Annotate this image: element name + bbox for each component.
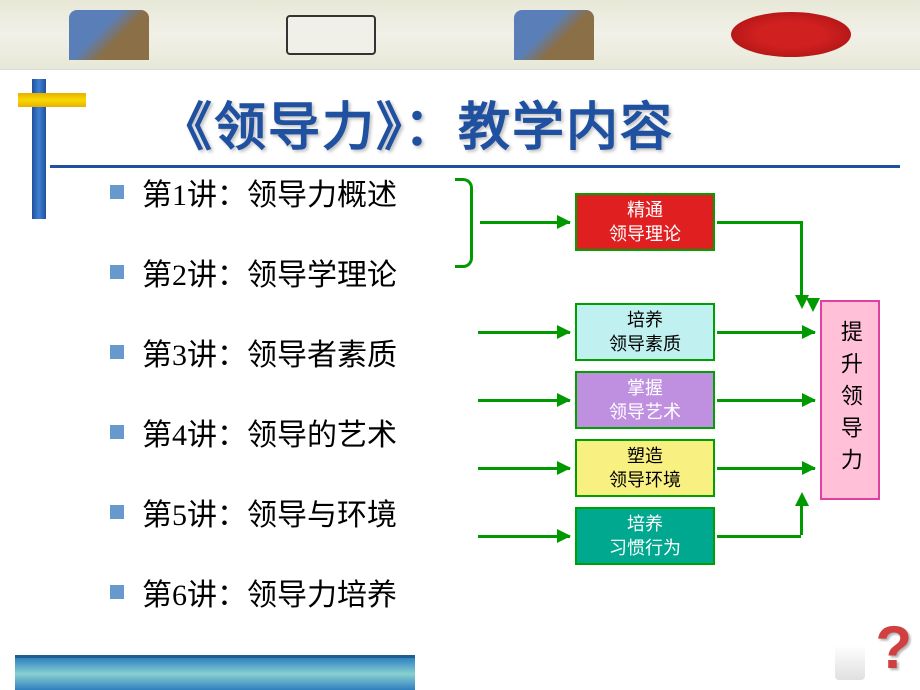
concept-box-theory: 精通 领导理论 [575,193,715,251]
connector [717,221,801,224]
title-accent-cross [18,79,64,125]
bullet-icon [110,345,124,359]
lecture-item: 第6讲：领导力培养 [110,570,397,614]
concept-box-env: 塑造 领导环境 [575,439,715,497]
accent-horizontal [18,93,86,107]
box-final-text: 提升领导力 [835,320,865,480]
box-line2: 领导艺术 [609,400,681,424]
bullet-icon [110,185,124,199]
lecture-label: 第4讲：领导的艺术 [142,410,397,454]
lecture-item: 第3讲：领导者素质 [110,330,397,374]
bullet-icon [110,505,124,519]
box-line2: 习惯行为 [609,536,681,560]
arrow [478,535,570,538]
concept-box-quality: 培养 领导素质 [575,303,715,361]
concept-box-final: 提升领导力 [820,300,880,500]
decor-sign [286,15,376,55]
connector [800,502,803,535]
box-line2: 领导素质 [609,332,681,356]
bullet-icon [110,265,124,279]
lecture-item: 第1讲：领导力概述 [110,170,397,214]
box-line1: 培养 [627,512,663,536]
decor-person-left [69,10,149,60]
lecture-label: 第3讲：领导者素质 [142,330,397,374]
concept-box-art: 掌握 领导艺术 [575,371,715,429]
arrow [478,467,570,470]
title-row: 《领导力》：教学内容 [0,85,920,160]
connector [800,221,803,299]
bracket [455,178,473,268]
arrow [478,399,570,402]
box-line1: 精通 [627,198,663,222]
arrow [717,467,815,470]
footer-decoration [15,655,415,690]
title-underline [50,165,900,168]
lecture-label: 第6讲：领导力培养 [142,570,397,614]
lecture-item: 第5讲：领导与环境 [110,490,397,534]
box-line1: 培养 [627,308,663,332]
lecture-item: 第2讲：领导学理论 [110,250,397,294]
arrow [717,399,815,402]
lecture-label: 第5讲：领导与环境 [142,490,397,534]
decor-red-disc [731,12,851,57]
lecture-list: 第1讲：领导力概述 第2讲：领导学理论 第3讲：领导者素质 第4讲：领导的艺术 … [110,170,397,650]
connector [717,535,801,538]
bullet-icon [110,585,124,599]
bullet-icon [110,425,124,439]
question-mark-icon: ? [875,613,912,682]
question-figure-icon [835,630,865,680]
arrow [717,331,815,334]
concept-box-habit: 培养 习惯行为 [575,507,715,565]
lecture-label: 第1讲：领导力概述 [142,170,397,214]
box-line2: 领导环境 [609,468,681,492]
decor-person-mid [514,10,594,60]
box-line2: 领导理论 [609,222,681,246]
page-title: 《领导力》：教学内容 [160,85,674,160]
header-decoration [0,0,920,70]
box-line1: 掌握 [627,376,663,400]
lecture-label: 第2讲：领导学理论 [142,250,397,294]
box-line1: 塑造 [627,444,663,468]
lecture-item: 第4讲：领导的艺术 [110,410,397,454]
arrow [478,331,570,334]
arrow [480,221,570,224]
